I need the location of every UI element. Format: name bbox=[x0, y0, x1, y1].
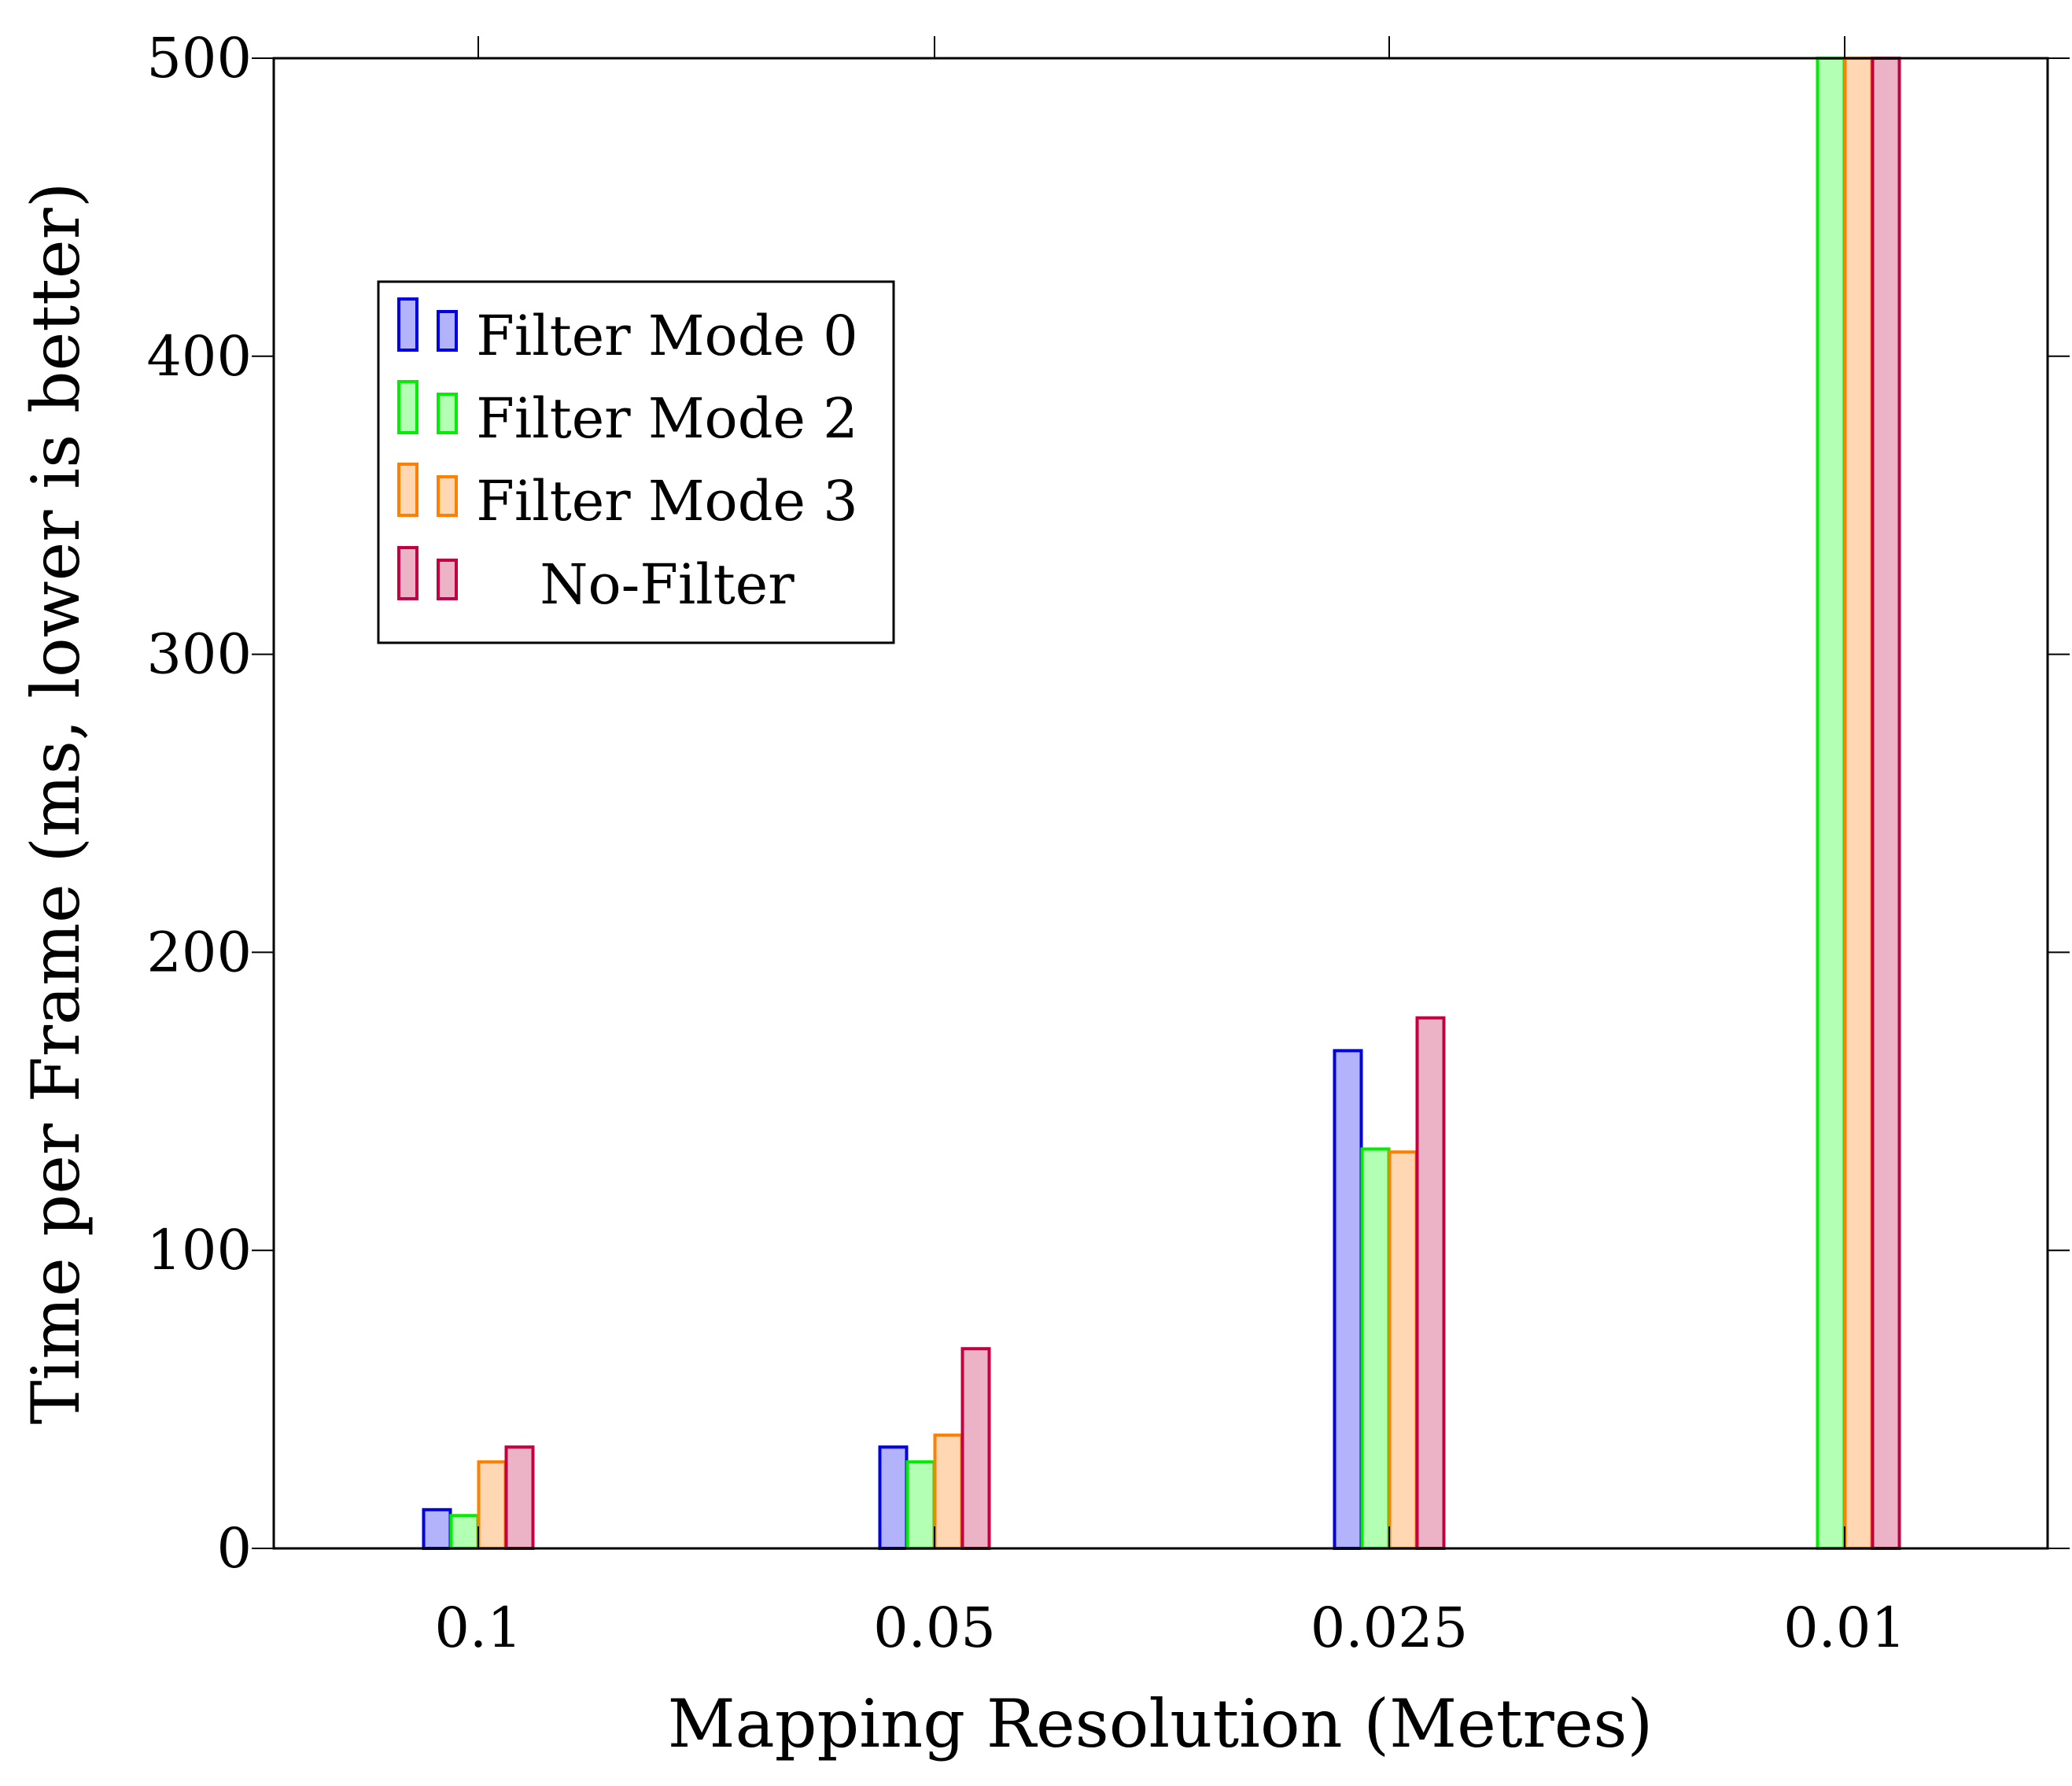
y-axis-label: Time per Frame (ms, lower is better) bbox=[17, 182, 94, 1424]
y-tick-label: 200 bbox=[146, 920, 252, 984]
legend-swatch bbox=[397, 297, 418, 352]
bar-no-filter-0-025 bbox=[1415, 1016, 1446, 1550]
y-tick-label: 400 bbox=[146, 324, 252, 389]
legend-box bbox=[377, 280, 895, 644]
y-tick-label: 100 bbox=[146, 1218, 252, 1282]
bar-filter-mode-2-0-025 bbox=[1360, 1147, 1391, 1551]
legend-swatch bbox=[397, 546, 418, 600]
bar-filter-mode-3-0-025 bbox=[1388, 1150, 1418, 1550]
y-tick-label: 500 bbox=[146, 26, 252, 90]
bar-no-filter-0-01 bbox=[1871, 57, 1901, 1550]
axis-ticks: 0.1 0.05 0.025 0.01 0 100 200 300 400 500 bbox=[146, 26, 2070, 1660]
bar-filter-mode-2-0-1 bbox=[449, 1514, 480, 1551]
legend-label: Filter Mode 3 bbox=[476, 469, 857, 533]
x-tick-label: 0.05 bbox=[873, 1596, 996, 1660]
legend: Filter Mode 0 Filter Mode 2 Filter Mode 3 N… bbox=[377, 280, 895, 644]
bar-filter-mode-0-0-1 bbox=[422, 1507, 452, 1551]
bar-filter-mode-3-0-05 bbox=[933, 1434, 964, 1550]
legend-label: Filter Mode 2 bbox=[476, 386, 857, 451]
bar-filter-mode-3-0-01 bbox=[1843, 57, 1874, 1550]
legend-swatch bbox=[437, 393, 458, 434]
bars-layer bbox=[422, 57, 1901, 1551]
legend-item: Filter Mode 0 bbox=[397, 297, 858, 368]
legend-swatch bbox=[437, 310, 458, 352]
y-tick-label: 300 bbox=[146, 622, 252, 687]
bar-no-filter-0-05 bbox=[960, 1347, 991, 1550]
y-tick-label: 0 bbox=[216, 1516, 252, 1581]
legend-swatch bbox=[397, 463, 418, 517]
bar-filter-mode-2-0-01 bbox=[1816, 57, 1846, 1550]
x-tick-label: 0.025 bbox=[1311, 1596, 1468, 1660]
legend-swatch bbox=[437, 559, 458, 600]
bar-filter-mode-0-0-05 bbox=[878, 1445, 909, 1550]
bar-filter-mode-2-0-05 bbox=[905, 1460, 936, 1550]
plot-frame bbox=[272, 57, 2049, 1550]
x-axis-label: Mapping Resolution (Metres) bbox=[668, 1685, 1654, 1762]
legend-item: Filter Mode 3 bbox=[397, 463, 858, 533]
legend-label: Filter Mode 0 bbox=[476, 304, 857, 368]
legend-item: Filter Mode 2 bbox=[397, 380, 858, 451]
x-tick-label: 0.01 bbox=[1783, 1596, 1906, 1660]
legend-swatch bbox=[397, 380, 418, 434]
legend-item: No-Filter bbox=[397, 546, 795, 617]
legend-label: No-Filter bbox=[540, 552, 795, 617]
bar-filter-mode-3-0-1 bbox=[477, 1460, 507, 1550]
x-tick-label: 0.1 bbox=[434, 1596, 522, 1660]
legend-swatch bbox=[437, 475, 458, 517]
bar-filter-mode-0-0-025 bbox=[1333, 1049, 1363, 1550]
bar-no-filter-0-1 bbox=[504, 1445, 535, 1550]
